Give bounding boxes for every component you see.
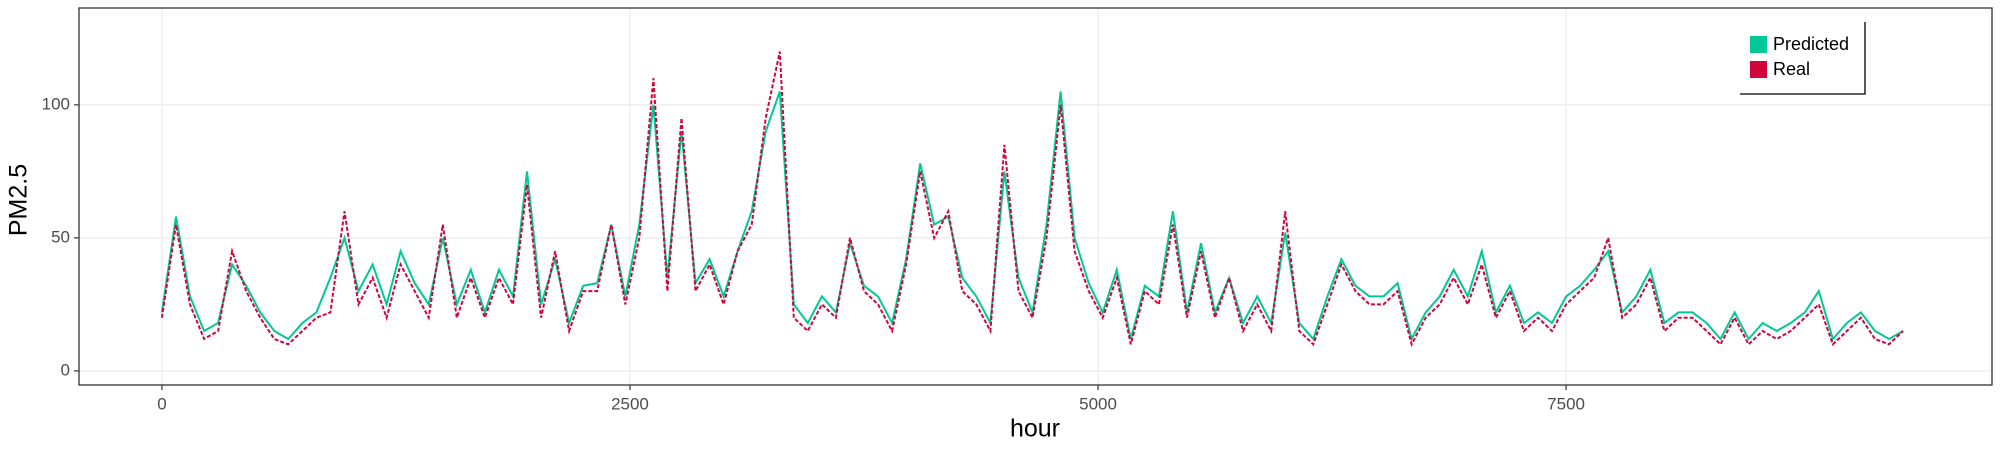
- panel-border: [78, 7, 1993, 386]
- x-tick-label: 7500: [1547, 394, 1585, 413]
- plot-lines: [160, 51, 1904, 348]
- grid: [79, 8, 1992, 385]
- x-tick-label: 0: [157, 394, 166, 413]
- legend-border: [1740, 22, 1866, 95]
- series-line: [160, 51, 1904, 348]
- legend-label: Predicted: [1773, 34, 1849, 54]
- y-tick-label: 50: [51, 227, 70, 246]
- legend-swatch: [1750, 61, 1767, 78]
- x-axis-title: hour: [1010, 415, 1060, 443]
- x-tick-label: 2500: [611, 394, 649, 413]
- legend: Predicted Real: [1740, 22, 1866, 95]
- y-tick-label: 100: [42, 94, 70, 113]
- legend-label: Real: [1773, 59, 1810, 79]
- y-tick-label: 0: [61, 360, 70, 379]
- legend-box: [1740, 22, 1865, 94]
- y-axis-title: PM2.5: [5, 164, 33, 236]
- legend-swatch: [1750, 36, 1767, 53]
- x-tick-label: 5000: [1079, 394, 1117, 413]
- axes: 0 2500 5000 7500 0 50 100: [42, 94, 1585, 413]
